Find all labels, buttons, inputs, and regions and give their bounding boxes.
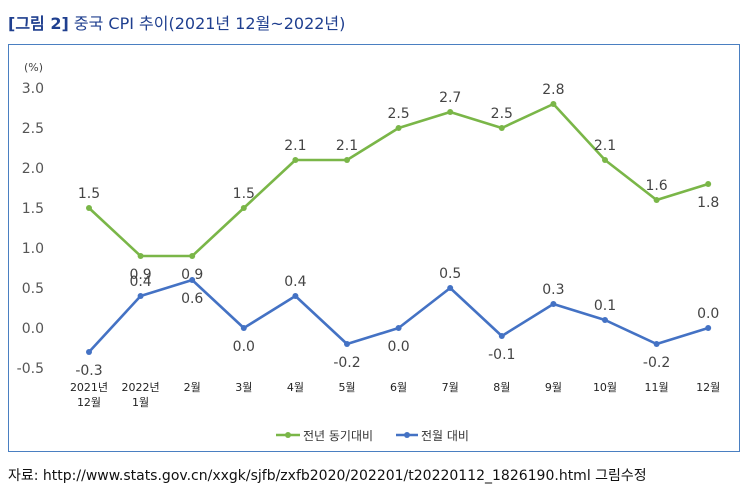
data-label: -0.3: [75, 363, 102, 379]
series-1-point: [86, 205, 92, 211]
legend-label: 전월 대비: [421, 429, 469, 443]
x-tick-label: 4월: [287, 381, 304, 394]
x-tick-label: 11월: [645, 381, 669, 394]
series-1-point: [705, 181, 712, 187]
figure-title: [그림 2] 중국 CPI 추이(2021년 12월~2022년): [8, 10, 345, 34]
data-label: 0.4: [129, 274, 151, 290]
series-1-point: [602, 157, 608, 163]
data-label: 0.0: [387, 339, 409, 355]
x-tick-label: 9월: [545, 381, 562, 394]
y-tick-label: 2.5: [22, 121, 44, 137]
data-label: 0.5: [439, 266, 461, 282]
series-2-point: [137, 293, 144, 299]
legend-label: 전년 동기대비: [303, 429, 373, 443]
y-unit-label: (%): [24, 61, 43, 74]
data-label: 1.8: [697, 195, 719, 211]
series-1-point: [240, 205, 247, 211]
series-2-point: [189, 277, 196, 283]
series-2-point: [240, 325, 247, 331]
data-label: 2.5: [491, 106, 513, 122]
x-tick-label: 8월: [493, 381, 510, 394]
series-2-point: [344, 341, 350, 347]
data-label: 0.3: [542, 282, 564, 298]
data-label: 1.6: [645, 178, 667, 194]
x-tick-label: 2월: [184, 381, 201, 394]
x-tick-label: 10월: [593, 381, 617, 394]
series-1-point: [653, 197, 660, 203]
data-label: 0.9: [129, 267, 151, 283]
y-tick-label: 1.5: [22, 201, 44, 217]
data-label: 0.6: [181, 291, 203, 307]
x-tick-label: 6월: [390, 381, 407, 394]
y-tick-label: 1.0: [22, 241, 44, 257]
legend-swatch-marker: [285, 432, 291, 438]
series-2-point: [705, 325, 712, 331]
series-1-point: [189, 253, 196, 259]
x-tick-label: 2021년: [70, 381, 108, 394]
data-label: 2.1: [336, 138, 358, 154]
legend-swatch-marker: [404, 432, 410, 438]
series-2-point: [550, 301, 557, 307]
series-1-point: [498, 125, 505, 131]
data-label: -0.2: [643, 355, 670, 371]
series-1-point: [550, 101, 557, 107]
data-label: 0.9: [181, 267, 203, 283]
x-tick-label: 2022년: [122, 381, 160, 394]
data-label: 2.1: [284, 138, 306, 154]
data-label: 2.8: [542, 82, 564, 98]
y-tick-label: 2.0: [22, 161, 44, 177]
series-2-point: [292, 293, 299, 299]
series-2-point: [447, 285, 454, 291]
series-1-point: [344, 157, 350, 163]
data-label: 2.1: [594, 138, 616, 154]
series-2-point: [395, 325, 402, 331]
series-1-point: [447, 109, 454, 115]
x-tick-label: 12월: [696, 381, 720, 394]
series-2-point: [602, 317, 608, 323]
data-label: 0.0: [697, 306, 719, 322]
data-label: 0.0: [233, 339, 255, 355]
data-label: 1.5: [233, 186, 255, 202]
series-1-point: [137, 253, 144, 259]
series-1-point: [395, 125, 402, 131]
x-tick-label: 3월: [235, 381, 252, 394]
x-tick-label: 12월: [77, 396, 101, 409]
series-2-point: [498, 333, 505, 339]
data-label: 2.5: [387, 106, 409, 122]
y-tick-label: 0.0: [22, 321, 44, 337]
series-2-point: [653, 341, 660, 347]
series-2-point: [86, 349, 92, 355]
data-label: 1.5: [78, 186, 100, 202]
series-1-point: [292, 157, 299, 163]
y-tick-label: -0.5: [17, 361, 44, 377]
data-label: 0.1: [594, 298, 616, 314]
x-tick-label: 5월: [338, 381, 355, 394]
x-tick-label: 1월: [132, 396, 149, 409]
data-label: 0.4: [284, 274, 306, 290]
x-tick-label: 7월: [442, 381, 459, 394]
figure-tag: [그림 2]: [8, 14, 69, 33]
figure-title-text: 중국 CPI 추이(2021년 12월~2022년): [73, 14, 346, 33]
data-label: -0.1: [488, 347, 515, 363]
data-label: 2.7: [439, 90, 461, 106]
data-label: -0.2: [333, 355, 360, 371]
y-tick-label: 0.5: [22, 281, 44, 297]
y-tick-label: 3.0: [22, 81, 44, 97]
chart-frame: [8, 44, 740, 452]
source-note: 자료: http://www.stats.gov.cn/xxgk/sjfb/zx…: [8, 468, 647, 484]
